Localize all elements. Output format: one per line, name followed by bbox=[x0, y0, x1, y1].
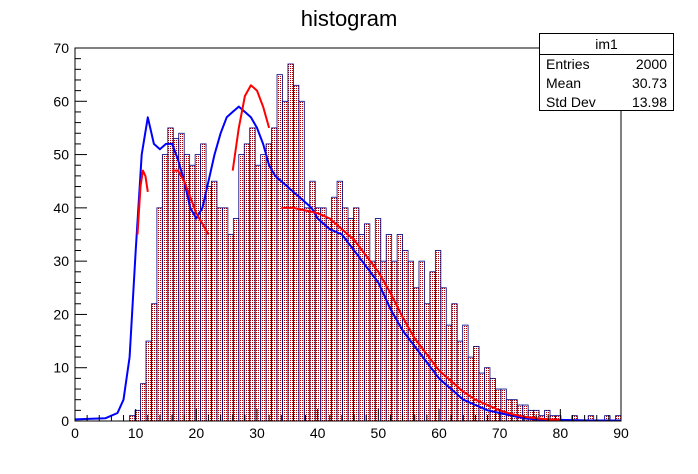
x-tick-label: 80 bbox=[553, 425, 569, 441]
histogram-bar bbox=[254, 164, 262, 422]
histogram-bar bbox=[276, 74, 283, 422]
histogram-bar bbox=[462, 324, 469, 422]
histogram-bar bbox=[369, 260, 376, 422]
histogram-bar bbox=[282, 100, 289, 422]
histogram-bar bbox=[161, 154, 169, 422]
x-tick-label: 50 bbox=[371, 425, 387, 441]
histogram-bar bbox=[265, 143, 272, 422]
stats-value: 30.73 bbox=[631, 75, 667, 91]
histogram-bar bbox=[298, 100, 305, 422]
fit-curve bbox=[281, 206, 561, 421]
plot-frame bbox=[74, 47, 622, 422]
histogram-bar bbox=[194, 154, 201, 422]
x-tick-label: 40 bbox=[310, 425, 326, 441]
fit-curve bbox=[231, 84, 271, 171]
y-tick-label: 30 bbox=[53, 253, 69, 269]
stats-value: 2000 bbox=[635, 56, 667, 72]
histogram-bar bbox=[260, 154, 267, 422]
histogram-bar bbox=[243, 143, 251, 422]
histogram-bar bbox=[249, 127, 256, 422]
histogram-bar bbox=[500, 388, 507, 422]
histogram-bar bbox=[309, 180, 316, 422]
histogram-bar bbox=[205, 186, 212, 422]
histogram-bar bbox=[505, 399, 513, 422]
histogram-bar bbox=[227, 234, 234, 422]
histogram-bar bbox=[484, 367, 491, 422]
x-tick-label: 70 bbox=[492, 425, 508, 441]
histogram-bar bbox=[200, 143, 207, 422]
stats-row-mean: Mean 30.73 bbox=[540, 74, 673, 93]
histogram-bar bbox=[418, 260, 425, 422]
y-tick-label: 20 bbox=[53, 306, 69, 322]
x-tick-label: 10 bbox=[128, 425, 144, 441]
histogram-bar bbox=[167, 127, 174, 422]
x-tick-label: 30 bbox=[249, 425, 265, 441]
x-tick-label: 0 bbox=[71, 425, 79, 441]
histogram-bar bbox=[374, 218, 382, 422]
histogram-bar bbox=[413, 287, 420, 422]
histogram-bar bbox=[489, 377, 496, 422]
x-tick-label: 60 bbox=[431, 425, 447, 441]
fit-curve bbox=[172, 169, 210, 235]
y-tick-label: 40 bbox=[53, 200, 69, 216]
histogram-bar bbox=[151, 303, 158, 422]
histogram-bar bbox=[216, 207, 223, 422]
chart-title: histogram bbox=[300, 6, 398, 31]
stats-key: Entries bbox=[546, 56, 590, 72]
histogram-bar bbox=[429, 271, 436, 422]
histogram-bar bbox=[478, 372, 485, 422]
histogram-bar bbox=[511, 399, 518, 422]
stats-row-stddev: Std Dev 13.98 bbox=[540, 93, 673, 112]
histogram-bar bbox=[473, 345, 480, 422]
histogram-bar bbox=[140, 383, 147, 422]
histogram-bar bbox=[434, 250, 442, 422]
histogram-bar bbox=[336, 180, 343, 422]
histogram-bar bbox=[211, 180, 218, 422]
histogram-bar bbox=[451, 303, 458, 422]
stats-name: im1 bbox=[540, 34, 673, 55]
stats-row-entries: Entries 2000 bbox=[540, 55, 673, 74]
stats-key: Mean bbox=[546, 75, 582, 91]
y-tick-label: 50 bbox=[53, 147, 69, 163]
y-tick-label: 70 bbox=[53, 40, 69, 56]
histogram-bar bbox=[232, 218, 240, 422]
histogram-bar bbox=[172, 138, 180, 422]
histogram-bar bbox=[238, 154, 245, 422]
histogram-bar bbox=[440, 287, 447, 422]
fit-curve bbox=[74, 105, 621, 422]
y-tick-label: 10 bbox=[53, 360, 69, 376]
histogram-bar bbox=[320, 207, 327, 422]
stats-value: 13.98 bbox=[631, 94, 667, 110]
histogram-bar bbox=[314, 207, 322, 422]
histogram-bar bbox=[325, 218, 333, 422]
x-tick-label: 90 bbox=[613, 425, 629, 441]
stats-key: Std Dev bbox=[546, 94, 596, 110]
x-tick-label: 20 bbox=[189, 425, 205, 441]
histogram-bar bbox=[456, 340, 464, 422]
histogram-bar bbox=[467, 356, 474, 422]
y-tick-label: 60 bbox=[53, 93, 69, 109]
histogram-bar bbox=[145, 340, 152, 422]
histogram-bar bbox=[303, 207, 311, 422]
histogram-bar bbox=[385, 234, 393, 422]
histogram-bar bbox=[445, 324, 453, 422]
histogram-bar bbox=[156, 207, 163, 422]
fit-curve bbox=[136, 169, 149, 235]
stats-box: im1 Entries 2000 Mean 30.73 Std Dev 13.9… bbox=[539, 33, 674, 111]
y-tick-label: 0 bbox=[61, 413, 69, 429]
histogram-bar bbox=[129, 415, 136, 422]
histogram-bar bbox=[292, 84, 300, 422]
histogram-bar bbox=[391, 260, 398, 422]
histogram-bar bbox=[287, 63, 294, 422]
histogram-bar bbox=[222, 207, 229, 422]
